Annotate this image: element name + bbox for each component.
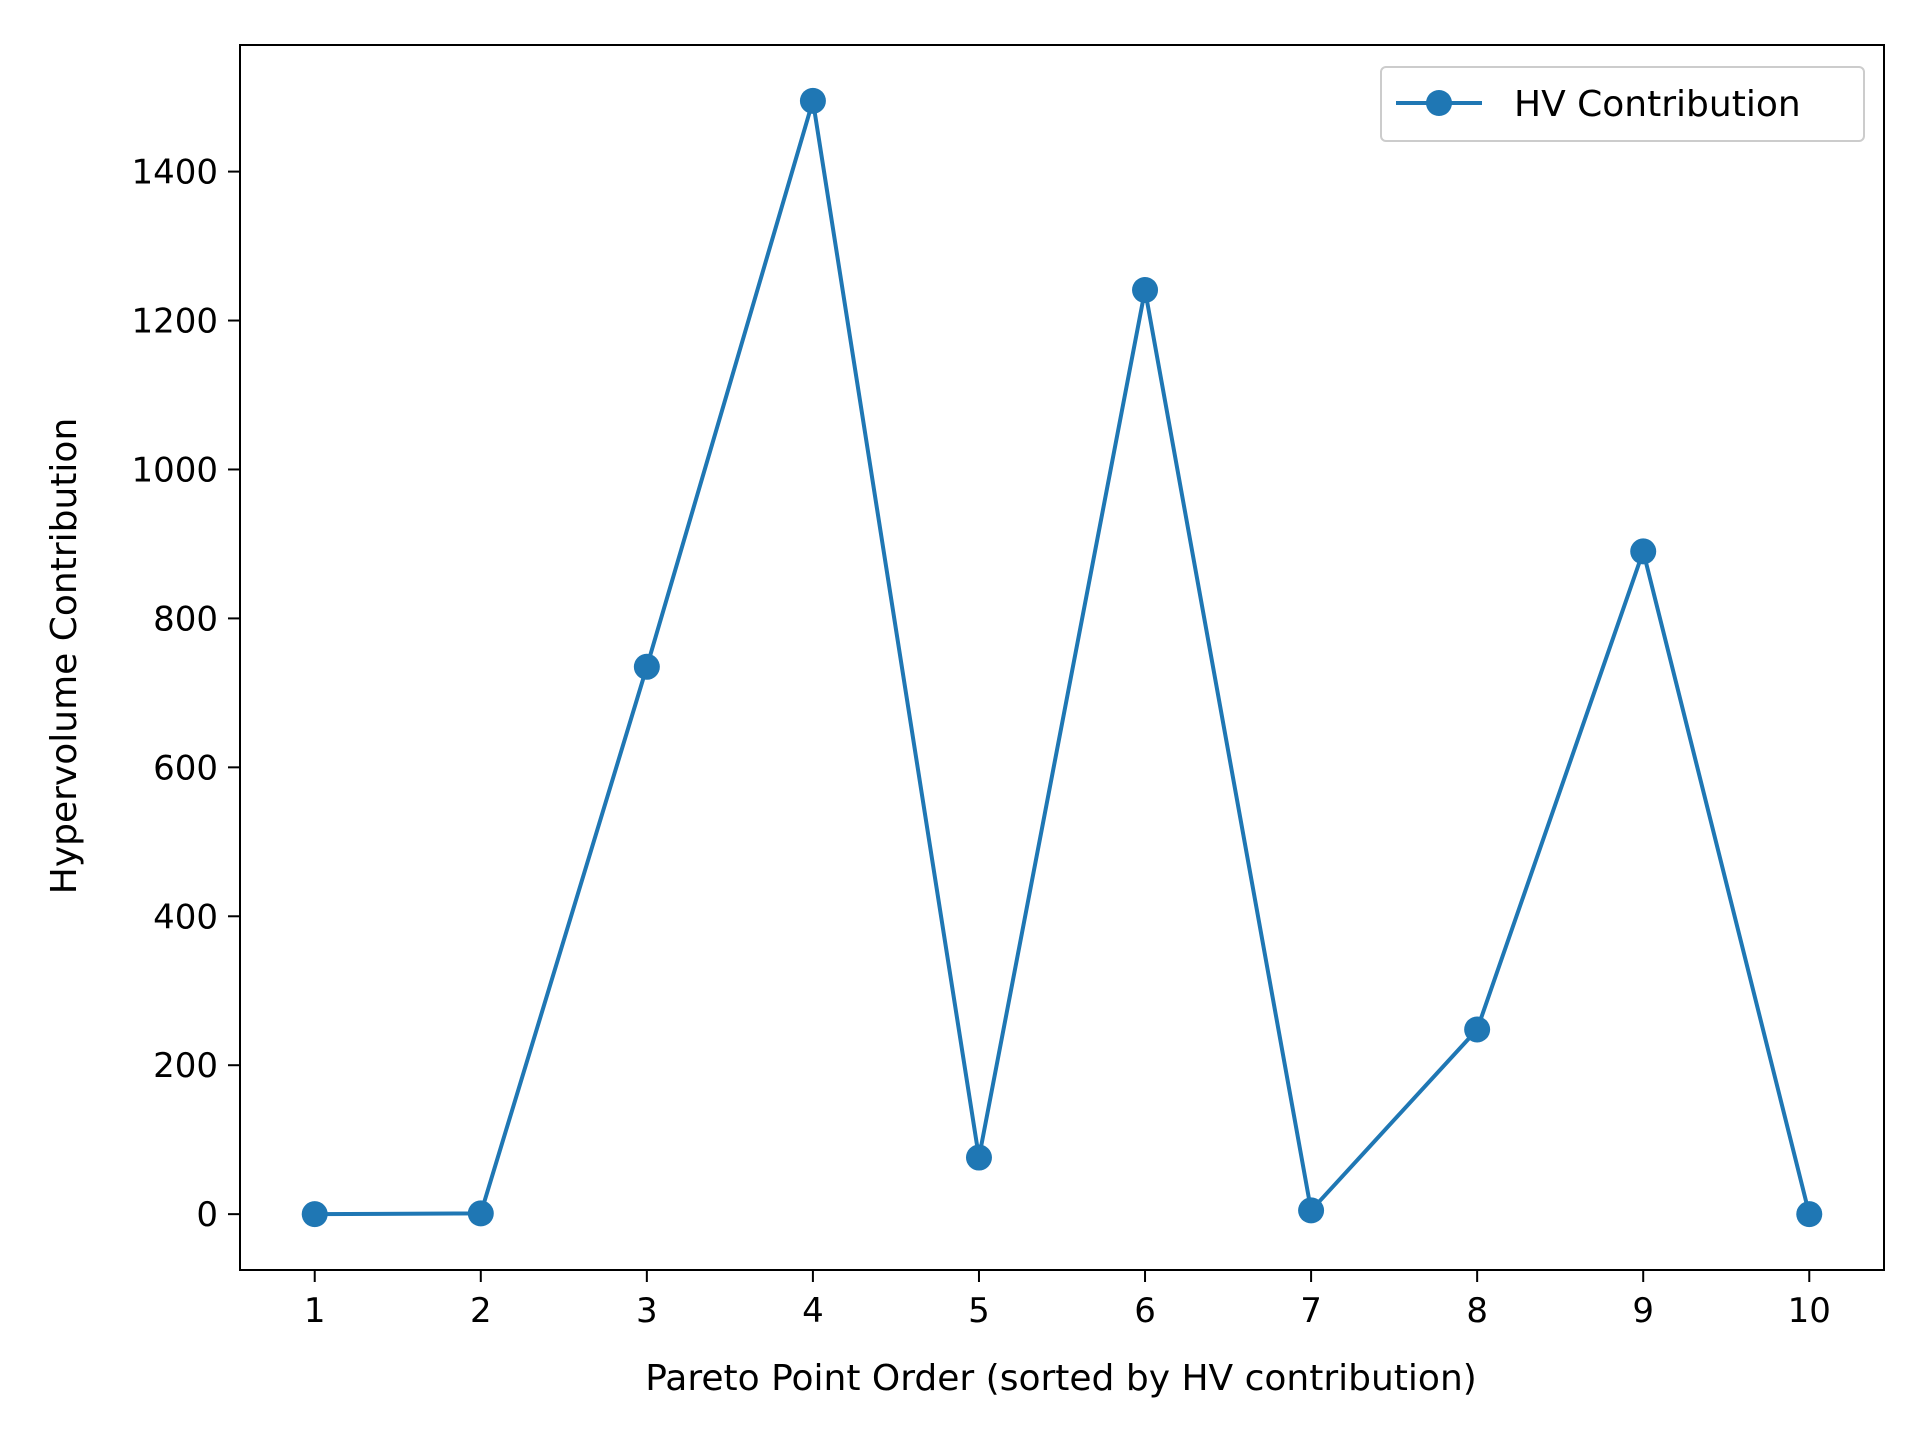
x-tick-label: 10 xyxy=(1788,1291,1831,1331)
data-point xyxy=(965,1144,992,1171)
legend-box xyxy=(1380,66,1865,142)
y-tick-label: 400 xyxy=(153,897,218,937)
data-point xyxy=(467,1200,494,1227)
data-point xyxy=(633,653,660,680)
legend: HV Contribution xyxy=(1380,66,1865,142)
y-tick-label: 200 xyxy=(153,1046,218,1086)
y-tick-label: 800 xyxy=(153,599,218,639)
y-tick-label: 1000 xyxy=(131,450,218,490)
y-tick-label: 1200 xyxy=(131,302,218,342)
x-tick-label: 5 xyxy=(968,1291,990,1331)
y-axis-label: Hypervolume Contribution xyxy=(44,418,85,895)
data-point xyxy=(301,1201,328,1228)
y-tick-label: 600 xyxy=(153,748,218,788)
series-layer xyxy=(301,87,1823,1228)
plot-frame xyxy=(239,44,1885,1271)
y-tick-label: 0 xyxy=(196,1195,218,1235)
x-tick-label: 4 xyxy=(802,1291,824,1331)
data-point xyxy=(1630,538,1657,565)
series-line-hv-contribution xyxy=(314,98,1812,1217)
legend-marker-swatch xyxy=(1426,90,1452,116)
data-point xyxy=(1132,277,1159,303)
x-tick-label: 3 xyxy=(636,1291,658,1331)
ticks: 1 2 3 4 5 6 7 8 9 10 0 200 400 600 800 1000 1200 1400 xyxy=(131,153,1830,1331)
x-tick-label: 6 xyxy=(1134,1291,1156,1331)
x-tick-label: 1 xyxy=(304,1291,326,1331)
x-tick-label: 7 xyxy=(1300,1291,1322,1331)
data-point xyxy=(1796,1201,1823,1228)
data-point xyxy=(1464,1016,1491,1043)
data-point xyxy=(1298,1197,1325,1224)
data-point xyxy=(799,87,826,114)
x-tick-label: 9 xyxy=(1632,1291,1654,1331)
x-axis-label: Pareto Point Order (sorted by HV contrib… xyxy=(645,1358,1477,1399)
x-tick-label: 8 xyxy=(1466,1291,1488,1331)
x-tick-label: 2 xyxy=(470,1291,492,1331)
legend-entry-hv-contribution: HV Contribution xyxy=(1514,84,1801,125)
y-tick-label: 1400 xyxy=(131,153,218,193)
